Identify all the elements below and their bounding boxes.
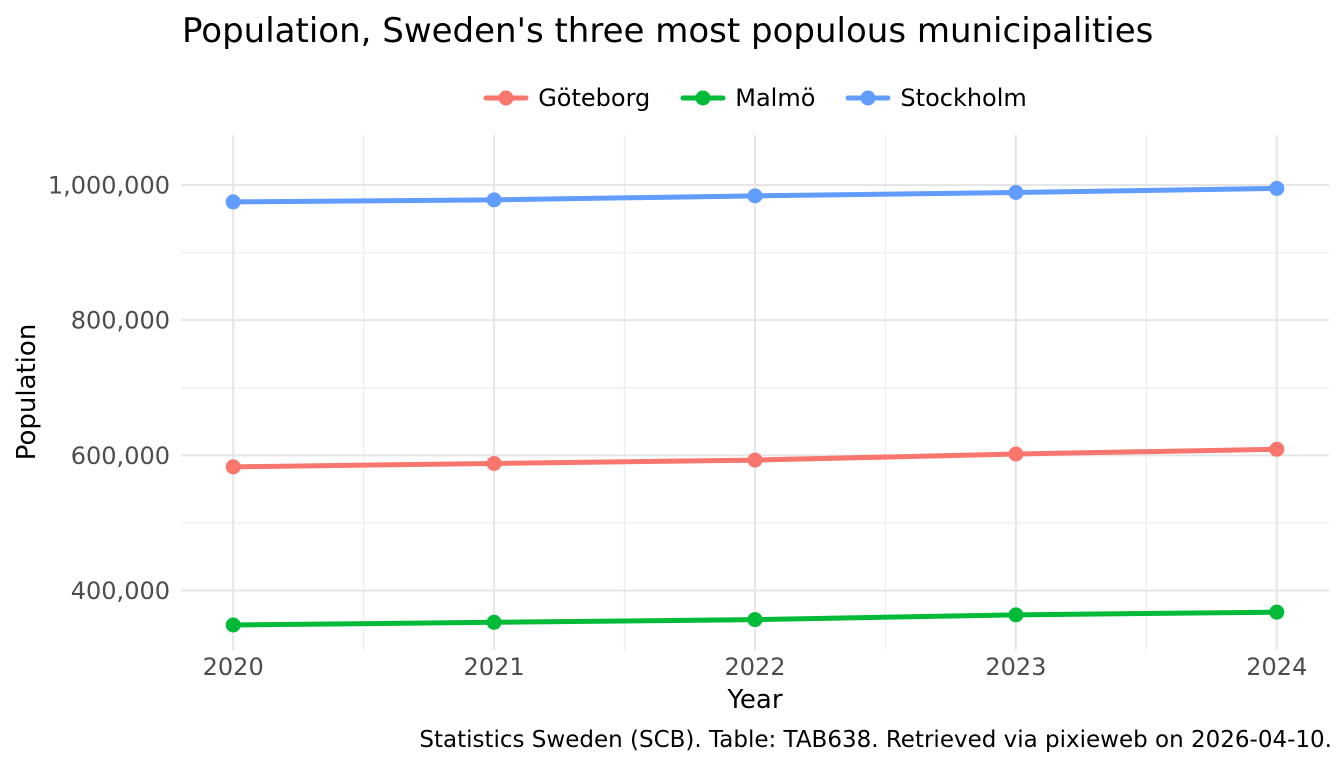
legend-label: Stockholm — [900, 84, 1027, 112]
legend-key-dot — [498, 90, 514, 106]
data-point-stockholm-2021 — [486, 192, 502, 208]
data-point-stockholm-2024 — [1269, 180, 1285, 196]
x-tick-label: 2020 — [203, 653, 264, 681]
x-axis-title: Year — [727, 685, 783, 715]
data-point-göteborg-2022 — [747, 452, 763, 468]
data-point-malmö-2022 — [747, 612, 763, 628]
data-point-stockholm-2022 — [747, 188, 763, 204]
data-point-stockholm-2020 — [225, 194, 241, 210]
y-tick-label: 1,000,000 — [48, 172, 170, 200]
legend-key-dot — [695, 90, 711, 106]
x-tick-label: 2024 — [1246, 653, 1307, 681]
x-tick-label: 2021 — [464, 653, 525, 681]
y-axis-title: Population — [12, 323, 42, 461]
data-point-stockholm-2023 — [1008, 184, 1024, 200]
legend-item-stockholm: Stockholm — [845, 84, 1027, 112]
legend-key-icon — [680, 90, 726, 106]
data-point-malmö-2020 — [225, 617, 241, 633]
legend-key-icon — [845, 90, 891, 106]
data-point-malmö-2021 — [486, 614, 502, 630]
source-caption: Statistics Sweden (SCB). Table: TAB638. … — [419, 727, 1332, 753]
legend-item-göteborg: Göteborg — [483, 84, 650, 112]
chart-title: Population, Sweden's three most populous… — [182, 11, 1154, 51]
legend-label: Göteborg — [538, 84, 651, 112]
x-tick-label: 2022 — [724, 653, 785, 681]
y-tick-label: 600,000 — [71, 442, 170, 470]
y-tick-label: 400,000 — [71, 577, 170, 605]
y-tick-label: 800,000 — [71, 307, 170, 335]
data-point-göteborg-2023 — [1008, 446, 1024, 462]
data-point-göteborg-2021 — [486, 455, 502, 471]
legend: Göteborg Malmö Stockholm — [181, 84, 1329, 112]
legend-item-malmö: Malmö — [680, 84, 815, 112]
data-point-malmö-2024 — [1269, 604, 1285, 620]
legend-key-dot — [860, 90, 876, 106]
data-point-göteborg-2024 — [1269, 441, 1285, 457]
x-tick-label: 2023 — [985, 653, 1046, 681]
legend-label: Malmö — [735, 84, 816, 112]
data-point-malmö-2023 — [1008, 607, 1024, 623]
legend-key-icon — [483, 90, 529, 106]
data-point-göteborg-2020 — [225, 459, 241, 475]
